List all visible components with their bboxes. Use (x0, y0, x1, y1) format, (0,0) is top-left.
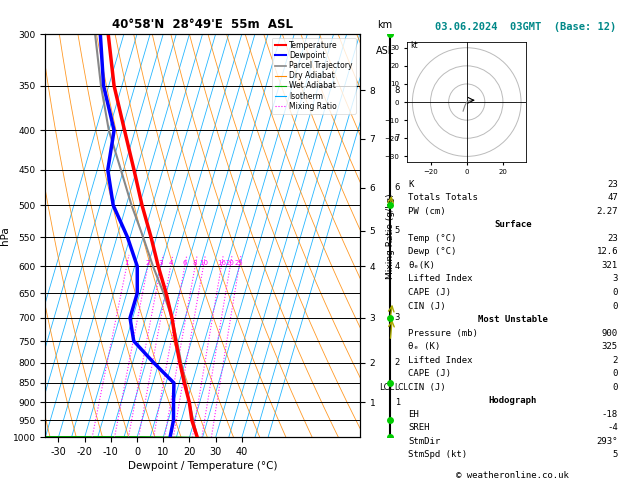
Y-axis label: Mixing Ratio (g/kg): Mixing Ratio (g/kg) (386, 193, 396, 278)
Text: 2: 2 (394, 358, 400, 367)
Text: 293°: 293° (596, 437, 618, 446)
Text: 0: 0 (613, 301, 618, 311)
Text: 3: 3 (159, 260, 164, 266)
Text: 3: 3 (394, 313, 400, 322)
Text: -18: -18 (602, 410, 618, 419)
Text: 23: 23 (607, 180, 618, 189)
Text: θₑ (K): θₑ (K) (408, 342, 440, 351)
Text: ASL: ASL (376, 46, 394, 56)
Legend: Temperature, Dewpoint, Parcel Trajectory, Dry Adiabat, Wet Adiabat, Isotherm, Mi: Temperature, Dewpoint, Parcel Trajectory… (272, 38, 356, 114)
Text: Totals Totals: Totals Totals (408, 193, 478, 202)
Text: SREH: SREH (408, 423, 430, 433)
Text: 23: 23 (607, 234, 618, 243)
Text: Temp (°C): Temp (°C) (408, 234, 457, 243)
Text: 03.06.2024  03GMT  (Base: 12): 03.06.2024 03GMT (Base: 12) (435, 22, 616, 32)
Text: 325: 325 (602, 342, 618, 351)
Text: Lifted Index: Lifted Index (408, 356, 472, 364)
Text: CIN (J): CIN (J) (408, 383, 445, 392)
Text: Lifted Index: Lifted Index (408, 275, 472, 283)
Text: Dewp (°C): Dewp (°C) (408, 247, 457, 256)
Text: 3: 3 (613, 275, 618, 283)
Text: CIN (J): CIN (J) (408, 301, 445, 311)
Text: PW (cm): PW (cm) (408, 207, 445, 216)
Title: 40°58'N  28°49'E  55m  ASL: 40°58'N 28°49'E 55m ASL (112, 18, 293, 32)
Text: 0: 0 (613, 369, 618, 378)
Text: 1: 1 (394, 398, 400, 407)
Y-axis label: hPa: hPa (0, 226, 10, 245)
Text: EH: EH (408, 410, 419, 419)
Text: Hodograph: Hodograph (489, 396, 537, 405)
Text: 2: 2 (146, 260, 150, 266)
Text: kt: kt (411, 41, 418, 50)
Text: StmSpd (kt): StmSpd (kt) (408, 451, 467, 459)
Text: © weatheronline.co.uk: © weatheronline.co.uk (456, 471, 569, 480)
Text: 0: 0 (613, 383, 618, 392)
Text: Surface: Surface (494, 220, 532, 229)
Text: 6: 6 (182, 260, 187, 266)
Text: km: km (377, 20, 392, 30)
Text: 10: 10 (199, 260, 208, 266)
Text: 900: 900 (602, 329, 618, 338)
Text: LCL: LCL (394, 383, 408, 392)
Text: 4: 4 (169, 260, 173, 266)
Text: K: K (408, 180, 413, 189)
Text: 8: 8 (394, 86, 400, 95)
Text: CAPE (J): CAPE (J) (408, 369, 451, 378)
Text: CAPE (J): CAPE (J) (408, 288, 451, 297)
Text: 2: 2 (613, 356, 618, 364)
Text: 8: 8 (193, 260, 198, 266)
Text: 5: 5 (613, 451, 618, 459)
Text: 20: 20 (226, 260, 235, 266)
Text: 0: 0 (613, 288, 618, 297)
Text: θₑ(K): θₑ(K) (408, 261, 435, 270)
Text: 47: 47 (607, 193, 618, 202)
Text: Most Unstable: Most Unstable (478, 315, 548, 324)
Text: 5: 5 (394, 226, 400, 235)
Text: 2.27: 2.27 (596, 207, 618, 216)
Text: StmDir: StmDir (408, 437, 440, 446)
Text: LCL: LCL (379, 383, 394, 392)
Text: 321: 321 (602, 261, 618, 270)
Text: 16: 16 (217, 260, 226, 266)
Text: -4: -4 (607, 423, 618, 433)
Text: Pressure (mb): Pressure (mb) (408, 329, 478, 338)
Text: 25: 25 (235, 260, 243, 266)
X-axis label: Dewpoint / Temperature (°C): Dewpoint / Temperature (°C) (128, 461, 277, 471)
Text: 6: 6 (394, 184, 400, 192)
Text: 12.6: 12.6 (596, 247, 618, 256)
Text: 4: 4 (394, 262, 400, 271)
Text: 7: 7 (394, 134, 400, 143)
Text: 1: 1 (125, 260, 129, 266)
